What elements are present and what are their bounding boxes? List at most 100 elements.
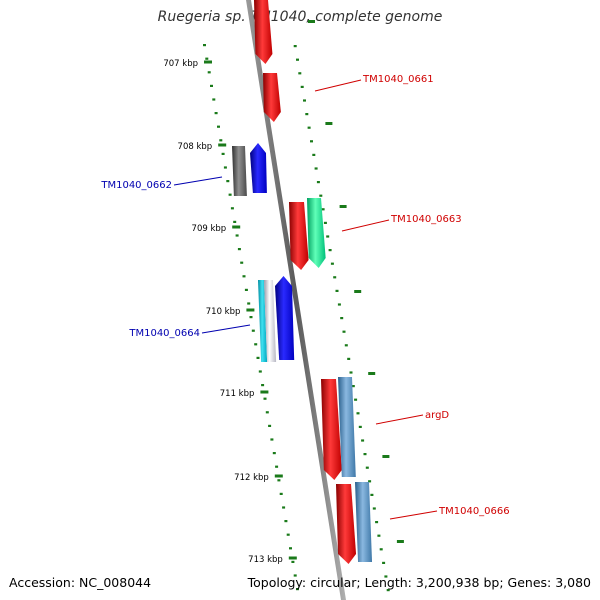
genome-summary-text: Topology: circular; Length: 3,200,938 bp… — [247, 575, 591, 590]
tick-mark — [396, 540, 404, 543]
tick-label: 707 kbp — [163, 59, 198, 69]
guide-dot — [254, 343, 258, 346]
guide-dot — [321, 208, 325, 211]
map-title: Ruegeria sp. TM1040, complete genome — [157, 9, 443, 25]
tick-mark — [218, 143, 227, 147]
guide-dot — [365, 466, 369, 469]
guide-dot — [256, 356, 260, 359]
guide-dot — [270, 438, 274, 441]
guide-dot — [212, 98, 216, 101]
guide-dot — [351, 385, 355, 388]
guide-dot — [319, 194, 323, 197]
tick-mark — [382, 455, 390, 458]
tick-label: 712 kbp — [234, 473, 269, 483]
guide-dot — [305, 113, 309, 116]
label-leader-line — [314, 79, 362, 92]
gene-tm1040_0662[interactable] — [250, 143, 267, 193]
gene-label-tm1040_0662[interactable]: TM1040_0662 — [100, 180, 172, 191]
guide-dot — [277, 479, 281, 482]
guide-dot — [275, 465, 279, 468]
tick-mark — [308, 20, 315, 23]
gene-gene-gray[interactable] — [232, 146, 247, 196]
guide-dot — [237, 248, 241, 251]
guide-dot — [384, 575, 388, 578]
axis-ticks: 707 kbp 708 kbp 709 kbp 710 kbp 711 kbp 712 k… — [163, 20, 404, 565]
guide-dot — [363, 453, 367, 456]
label-leader-line — [201, 324, 251, 334]
tick-mark — [260, 390, 269, 394]
guide-dot — [272, 452, 276, 455]
guide-dot — [223, 166, 227, 169]
gene-gene-green[interactable] — [307, 198, 326, 268]
guide-dot — [300, 85, 304, 88]
guide-dot — [205, 57, 209, 60]
gene-label-argd[interactable]: argD — [425, 410, 449, 421]
gene-tm1040_0664[interactable] — [258, 280, 268, 362]
guide-dot — [291, 560, 295, 563]
tick-label: 711 kbp — [220, 389, 255, 399]
guide-dot — [303, 99, 306, 102]
guide-dot — [358, 425, 362, 428]
guide-dot — [333, 276, 337, 279]
tick-label: 710 kbp — [206, 307, 241, 317]
tick-label: 713 kbp — [248, 555, 283, 565]
guide-dot — [293, 574, 297, 577]
guide-dot — [314, 167, 318, 170]
gene-gene-teal-712[interactable] — [355, 482, 373, 562]
guide-dot — [335, 289, 339, 292]
gene-tm1040_0666[interactable] — [336, 484, 357, 564]
guide-dot — [386, 589, 390, 592]
guide-dot — [247, 302, 251, 305]
guide-dot — [268, 424, 272, 427]
gene-features — [232, 0, 373, 564]
gene-argd[interactable] — [321, 379, 342, 480]
gene-label-tm1040_0663[interactable]: TM1040_0663 — [390, 214, 462, 225]
guide-dot — [219, 139, 223, 142]
guide-dot — [316, 181, 320, 184]
guide-dot — [293, 45, 297, 48]
guide-dot — [279, 492, 283, 495]
gene-gene-teal-711[interactable] — [338, 377, 356, 477]
guide-dot — [228, 193, 232, 196]
guide-dot — [242, 275, 246, 278]
genome-backbone — [246, 0, 346, 600]
guide-dot — [207, 71, 211, 74]
guide-dot — [203, 44, 206, 47]
guide-dot — [307, 126, 311, 129]
gene-gene-blue-710[interactable] — [275, 276, 295, 360]
guide-dot — [214, 112, 218, 115]
gene-gene-top[interactable] — [254, 0, 273, 64]
guide-dot — [340, 317, 344, 320]
gene-tm1040_0661[interactable] — [263, 73, 281, 122]
guide-dot — [361, 439, 365, 442]
label-leader-line — [173, 176, 223, 186]
dotted-guides — [203, 44, 390, 592]
guide-dot — [323, 221, 327, 224]
guide-dot — [326, 235, 330, 238]
guide-dot — [240, 261, 244, 264]
guide-dot — [382, 561, 386, 564]
guide-dot — [368, 480, 372, 483]
guide-dot — [217, 125, 220, 128]
accession-text: Accession: NC_008044 — [9, 575, 152, 590]
guide-dot — [330, 262, 334, 265]
gene-label-tm1040_0666[interactable]: TM1040_0666 — [438, 506, 510, 517]
guide-dot — [265, 411, 269, 414]
tick-mark — [204, 60, 212, 64]
tick-mark — [232, 225, 241, 229]
gene-label-tm1040_0661[interactable]: TM1040_0661 — [362, 74, 434, 85]
guide-dot — [347, 357, 351, 360]
gene-gene-white[interactable] — [264, 280, 277, 362]
tick-label: 708 kbp — [178, 142, 213, 152]
guide-dot — [342, 330, 346, 333]
guide-dot — [375, 521, 379, 524]
tick-mark — [368, 372, 376, 375]
guide-dot — [296, 588, 299, 591]
guide-dot — [286, 533, 290, 536]
guide-dot — [349, 371, 353, 374]
guide-dot — [370, 493, 374, 496]
gene-label-tm1040_0664[interactable]: TM1040_0664 — [128, 328, 200, 339]
guide-dot — [337, 303, 341, 306]
gene-tm1040_0663[interactable] — [289, 202, 309, 270]
